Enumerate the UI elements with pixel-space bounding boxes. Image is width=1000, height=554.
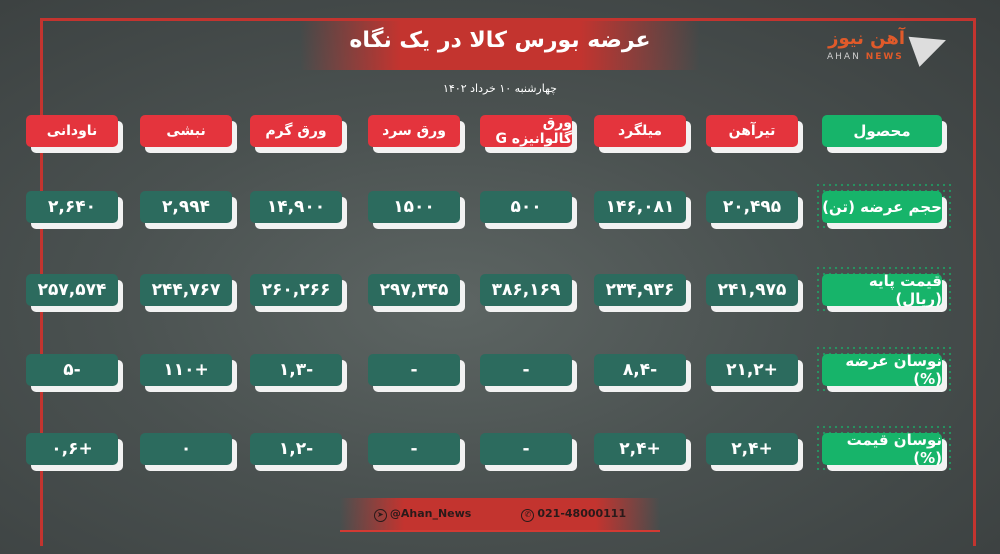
value-cell: -۱,۲: [250, 433, 342, 465]
value-cell: ۳۸۶,۱۶۹: [480, 274, 572, 306]
value-cell: ۲۵۷,۵۷۴: [26, 274, 118, 306]
product-header: ورق گرم: [250, 115, 342, 147]
column-header-product: محصول: [822, 115, 942, 147]
value-cell: -۸,۴: [594, 354, 686, 386]
row-label: قیمت پایه (ریال): [822, 272, 942, 308]
value-cell: -: [368, 433, 460, 465]
row-label: حجم عرضه (تن): [822, 191, 942, 223]
value-cell: -۱,۳: [250, 354, 342, 386]
value-cell: +۰,۶: [26, 433, 118, 465]
title-banner: [300, 20, 700, 70]
logo-text-fa: آهن نیوز: [828, 28, 905, 49]
value-cell: ۲۳۴,۹۳۶: [594, 274, 686, 306]
product-header: میلگرد: [594, 115, 686, 147]
phone-link[interactable]: ✆ 021-48000111: [521, 507, 626, 522]
value-cell: +۲۱,۲: [706, 354, 798, 386]
value-cell: -: [480, 433, 572, 465]
value-cell: ۲۹۷,۳۴۵: [368, 274, 460, 306]
value-cell: ۱۴۶,۰۸۱: [594, 191, 686, 223]
value-cell: ۲۶۰,۲۶۶: [250, 274, 342, 306]
row-label: نوسان قیمت (%): [822, 431, 942, 467]
telegram-link[interactable]: ➤ @Ahan_News: [373, 507, 471, 522]
value-cell: -۵: [26, 354, 118, 386]
paper-plane-icon: [908, 25, 952, 67]
value-cell: -: [368, 354, 460, 386]
phone-icon: ✆: [521, 508, 535, 522]
value-cell: ۱۴,۹۰۰: [250, 191, 342, 223]
value-cell: ۲,۹۹۴: [140, 191, 232, 223]
product-header: ورق سرد: [368, 115, 460, 147]
value-cell: +۲,۴: [594, 433, 686, 465]
value-cell: ۲۴۱,۹۷۵: [706, 274, 798, 306]
telegram-icon: ➤: [373, 508, 387, 522]
value-cell: ۱۵۰۰: [368, 191, 460, 223]
value-cell: ۲۴۴,۷۶۷: [140, 274, 232, 306]
value-cell: ۲۰,۴۹۵: [706, 191, 798, 223]
logo: آهن نیوز AHAN NEWS: [825, 25, 955, 68]
value-cell: +۱۱۰: [140, 354, 232, 386]
product-header: ورق گالوانیزه G: [480, 115, 572, 147]
footer: ➤ @Ahan_News ✆ 021-48000111: [340, 498, 660, 532]
value-cell: -: [480, 354, 572, 386]
date: چهارشنبه ۱۰ خرداد ۱۴۰۲: [443, 82, 557, 95]
product-header: نبشی: [140, 115, 232, 147]
page-title: عرضه بورس کالا در یک نگاه: [349, 28, 651, 53]
logo-text-en: AHAN NEWS: [827, 52, 904, 62]
value-cell: ۲,۶۴۰: [26, 191, 118, 223]
product-header: ناودانی: [26, 115, 118, 147]
row-label: نوسان عرضه (%): [822, 352, 942, 388]
product-header: تیرآهن: [706, 115, 798, 147]
value-cell: ۵۰۰: [480, 191, 572, 223]
value-cell: ۰: [140, 433, 232, 465]
value-cell: +۲,۴: [706, 433, 798, 465]
